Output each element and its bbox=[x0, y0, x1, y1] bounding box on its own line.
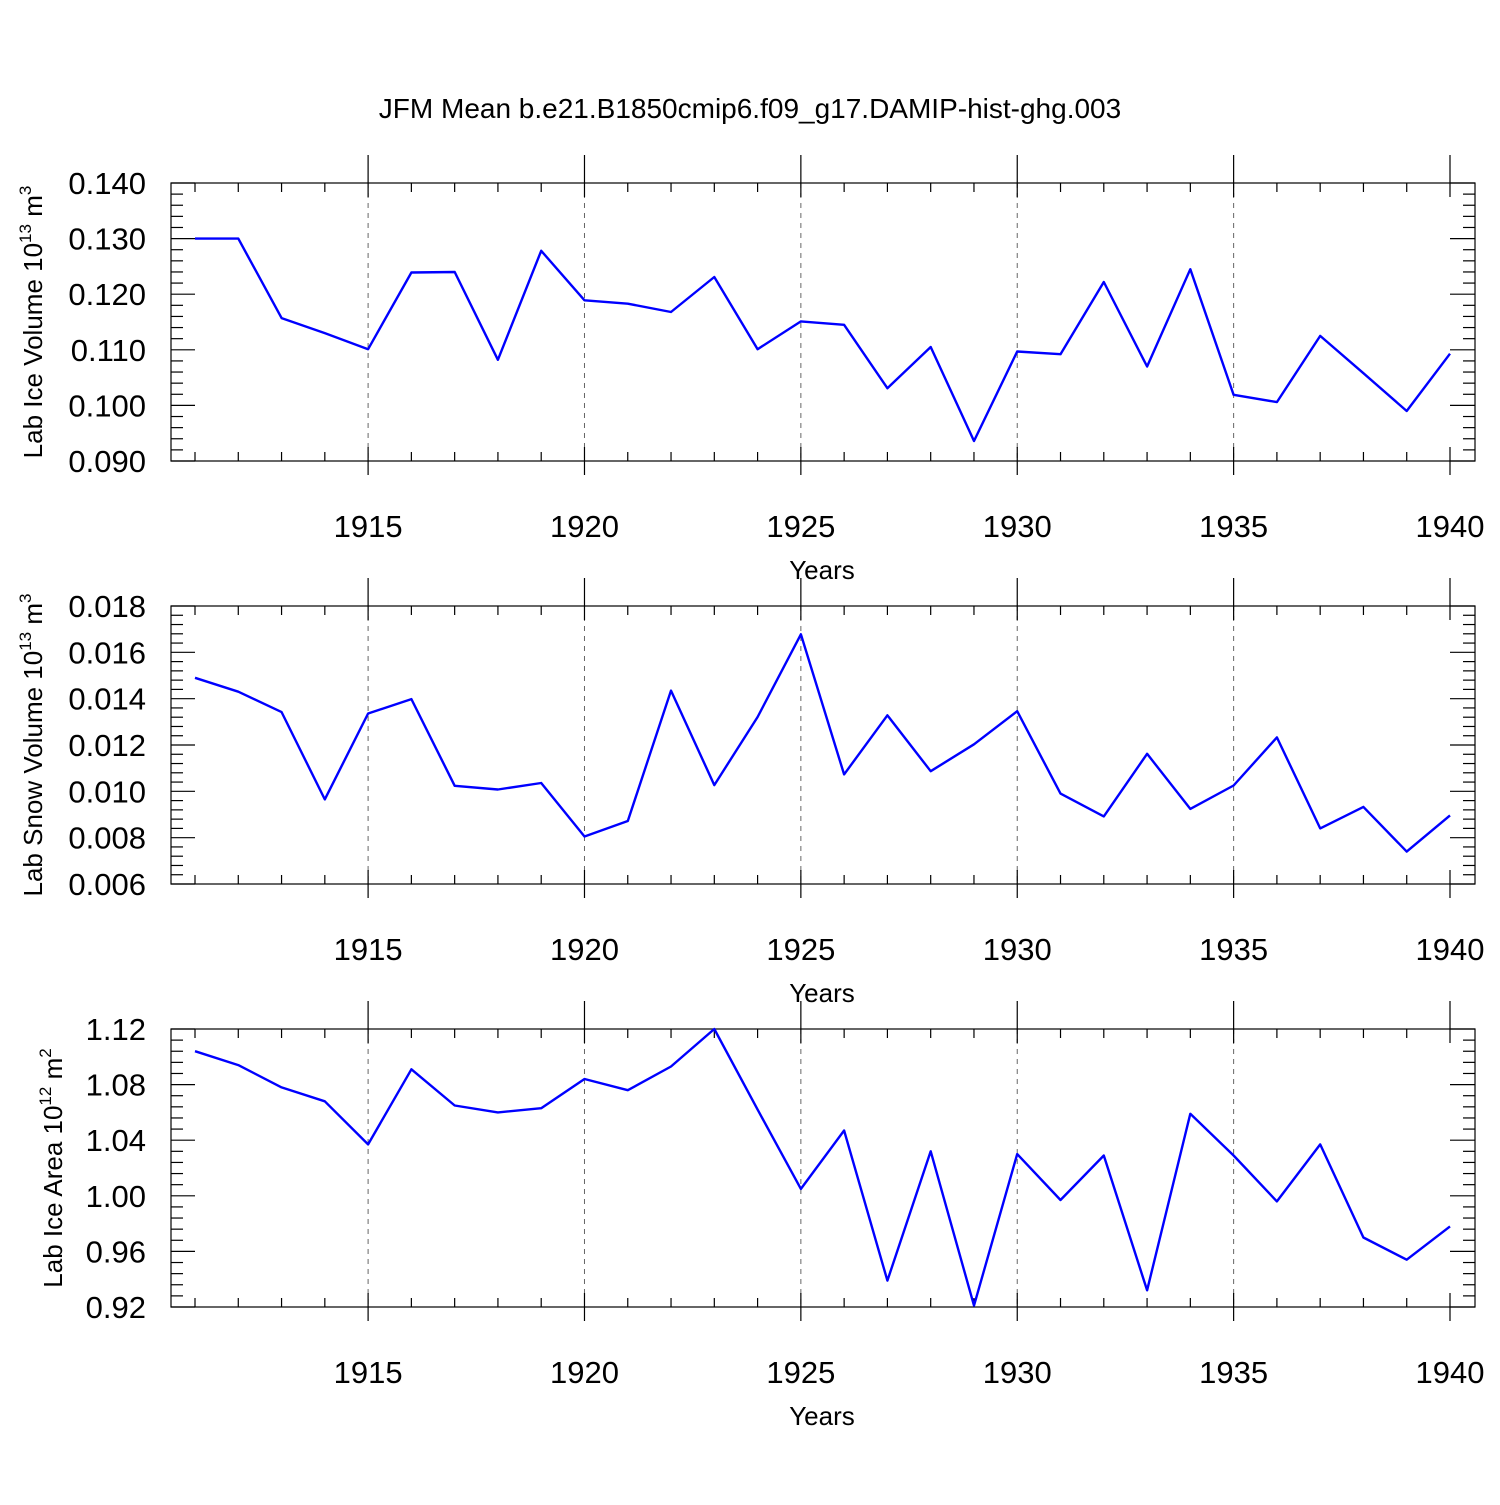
y-tick-label: 1.12 bbox=[86, 1012, 146, 1047]
figure-title: JFM Mean b.e21.B1850cmip6.f09_g17.DAMIP-… bbox=[379, 93, 1121, 124]
x-tick-label: 1915 bbox=[334, 932, 403, 967]
y-tick-label: 0.010 bbox=[68, 774, 146, 809]
panel-1: 1915 1920 1925 1930 1935 1940 0.090 0.100 0.110 0… bbox=[16, 155, 1484, 585]
y-tick-label: 0.110 bbox=[71, 333, 146, 368]
series-line bbox=[195, 634, 1450, 851]
y-tick-label: 0.100 bbox=[68, 388, 146, 423]
x-axis-label: Years bbox=[789, 1401, 855, 1431]
x-tick-label: 1940 bbox=[1416, 1355, 1485, 1390]
x-tick-label: 1915 bbox=[334, 1355, 403, 1390]
y-tick-label: 1.04 bbox=[86, 1123, 146, 1158]
y-axis-label: Lab Ice Area 1012 m2 bbox=[36, 1048, 68, 1287]
x-tick-label: 1930 bbox=[983, 1355, 1052, 1390]
plot-frame bbox=[171, 1029, 1475, 1307]
y-tick-label: 0.120 bbox=[68, 277, 146, 312]
y-tick-label: 0.008 bbox=[68, 821, 146, 856]
y-tick-label: 0.016 bbox=[68, 635, 146, 670]
x-axis-label: Years bbox=[789, 978, 855, 1008]
x-tick-label: 1925 bbox=[766, 932, 835, 967]
y-tick-label: 0.006 bbox=[68, 867, 146, 902]
panel-2: 1915 1920 1925 1930 1935 1940 0.006 0.008 0.010 0… bbox=[16, 578, 1484, 1008]
series-line bbox=[195, 1029, 1450, 1306]
x-tick-label: 1935 bbox=[1199, 932, 1268, 967]
x-tick-label: 1920 bbox=[550, 1355, 619, 1390]
y-tick-label: 0.090 bbox=[68, 444, 146, 479]
x-tick-label: 1925 bbox=[766, 509, 835, 544]
panel-3: 1915 1920 1925 1930 1935 1940 0.92 0.96 1.00 1.04… bbox=[36, 1001, 1484, 1431]
x-tick-label: 1920 bbox=[550, 932, 619, 967]
y-tick-label: 0.140 bbox=[68, 166, 146, 201]
x-tick-label: 1925 bbox=[766, 1355, 835, 1390]
x-tick-label: 1940 bbox=[1416, 932, 1485, 967]
y-tick-label: 0.018 bbox=[68, 589, 146, 624]
x-tick-label: 1940 bbox=[1416, 509, 1485, 544]
y-tick-label: 1.00 bbox=[86, 1179, 146, 1214]
y-axis-label: Lab Ice Volume 1013 m3 bbox=[16, 186, 48, 459]
x-tick-label: 1935 bbox=[1199, 1355, 1268, 1390]
y-tick-label: 0.96 bbox=[86, 1234, 146, 1269]
y-axis-label: Lab Snow Volume 1013 m3 bbox=[16, 593, 48, 896]
x-tick-label: 1930 bbox=[983, 932, 1052, 967]
x-tick-label: 1920 bbox=[550, 509, 619, 544]
x-tick-label: 1915 bbox=[334, 509, 403, 544]
y-tick-label: 0.92 bbox=[86, 1290, 146, 1325]
x-tick-label: 1935 bbox=[1199, 509, 1268, 544]
y-tick-label: 0.014 bbox=[68, 682, 146, 717]
y-tick-label: 1.08 bbox=[86, 1068, 146, 1103]
series-line bbox=[195, 239, 1450, 441]
x-axis-label: Years bbox=[789, 555, 855, 585]
y-tick-label: 0.012 bbox=[68, 728, 146, 763]
y-tick-label: 0.130 bbox=[68, 222, 146, 257]
x-tick-label: 1930 bbox=[983, 509, 1052, 544]
